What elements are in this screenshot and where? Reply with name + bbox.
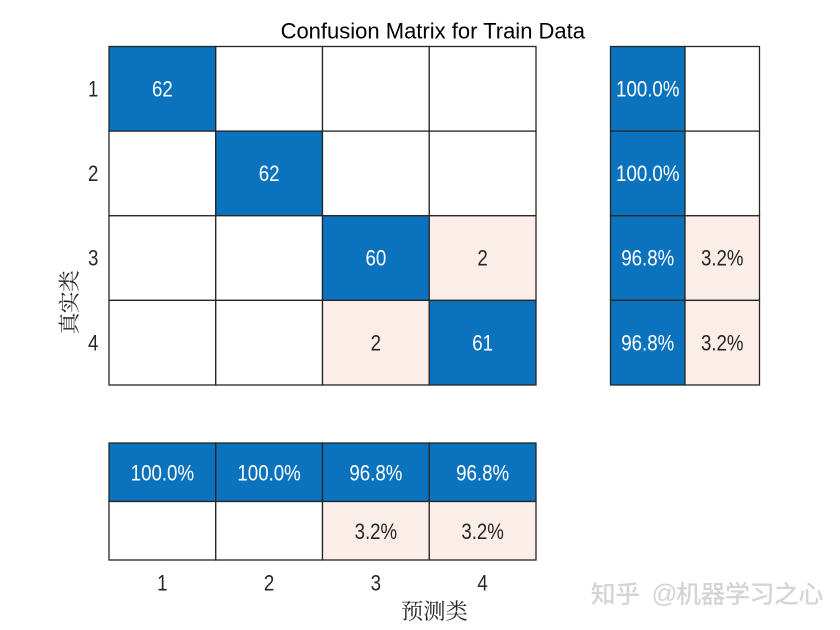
svg-text:96.8%: 96.8% [349,460,402,485]
svg-text:1: 1 [157,570,167,595]
svg-text:61: 61 [472,330,493,355]
svg-text:4: 4 [477,570,487,595]
svg-text:100.0%: 100.0% [237,460,300,485]
svg-text:2: 2 [88,161,98,186]
svg-text:Confusion Matrix for Train Dat: Confusion Matrix for Train Data [281,19,586,44]
svg-text:3.2%: 3.2% [461,519,504,544]
svg-text:100.0%: 100.0% [131,460,194,485]
svg-text:1: 1 [88,76,98,101]
svg-text:96.8%: 96.8% [621,246,674,271]
svg-text:3: 3 [371,570,381,595]
svg-text:4: 4 [88,330,98,355]
svg-text:@: @ [652,580,678,608]
svg-text:62: 62 [152,76,173,101]
svg-text:62: 62 [259,161,280,186]
svg-text:2: 2 [264,570,274,595]
svg-text:3.2%: 3.2% [355,519,398,544]
svg-text:96.8%: 96.8% [456,460,509,485]
svg-text:3.2%: 3.2% [701,246,744,271]
svg-text:2: 2 [371,330,381,355]
svg-text:96.8%: 96.8% [621,330,674,355]
svg-text:3.2%: 3.2% [701,330,744,355]
svg-text:3: 3 [88,246,98,271]
svg-text:100.0%: 100.0% [616,76,679,101]
svg-text:2: 2 [477,246,487,271]
svg-text:100.0%: 100.0% [616,161,679,186]
svg-text:60: 60 [365,246,386,271]
